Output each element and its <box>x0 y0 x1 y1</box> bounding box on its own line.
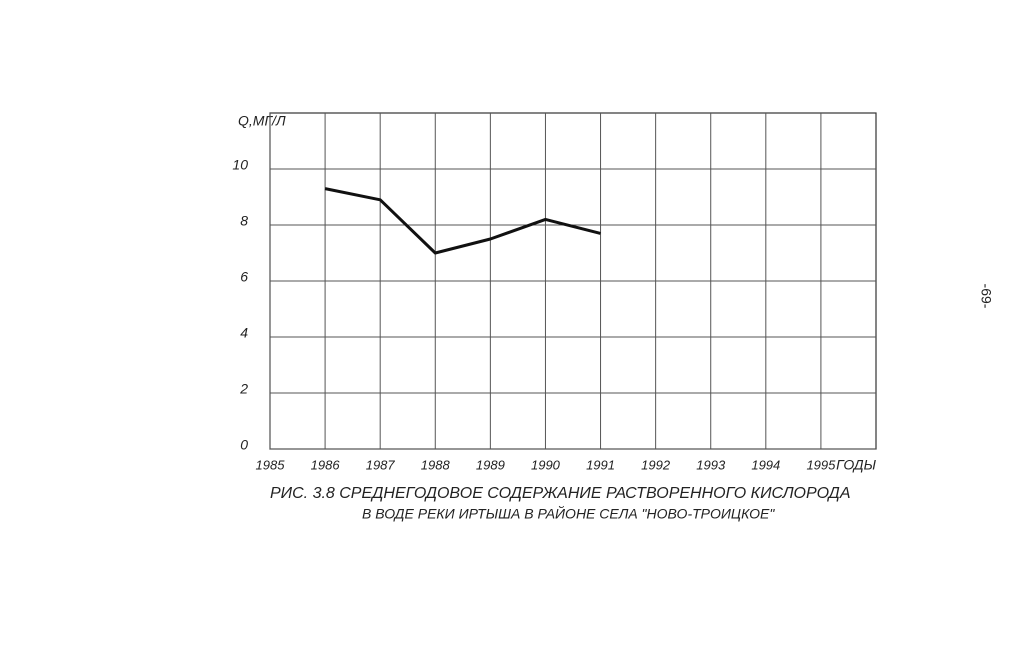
x-tick-label: 1988 <box>421 457 451 472</box>
x-tick-label: 1985 <box>256 457 286 472</box>
caption: РИС. 3.8 СРЕДНЕГОДОВОЕ СОДЕРЖАНИЕ РАСТВО… <box>270 485 850 502</box>
y-tick-label: 4 <box>240 325 248 341</box>
x-tick-label: 1992 <box>641 457 671 472</box>
y-tick-label: 0 <box>240 437 248 453</box>
x-tick-label: 1995 <box>806 457 836 472</box>
x-tick-label: 1989 <box>476 457 505 472</box>
x-tick-label: 1991 <box>586 457 615 472</box>
x-tick-label: 1990 <box>531 457 561 472</box>
page-number: -69- <box>978 284 994 309</box>
data-line <box>324 187 601 255</box>
x-tick-label: 1986 <box>311 457 341 472</box>
y-tick-label: 2 <box>239 381 248 397</box>
caption: В ВОДЕ РЕКИ ИРТЫША В РАЙОНЕ СЕЛА "НОВО-Т… <box>362 505 775 522</box>
y-axis-label: Q,МГ/Л <box>238 113 286 129</box>
x-tick-label: 1987 <box>366 457 396 472</box>
y-tick-label: 8 <box>240 213 248 229</box>
y-tick-label: 6 <box>240 269 248 285</box>
x-tick-label: 1994 <box>751 457 780 472</box>
y-tick-label: 10 <box>232 157 248 173</box>
x-axis-label: ГОДЫ <box>836 457 876 473</box>
x-tick-label: 1993 <box>696 457 726 472</box>
